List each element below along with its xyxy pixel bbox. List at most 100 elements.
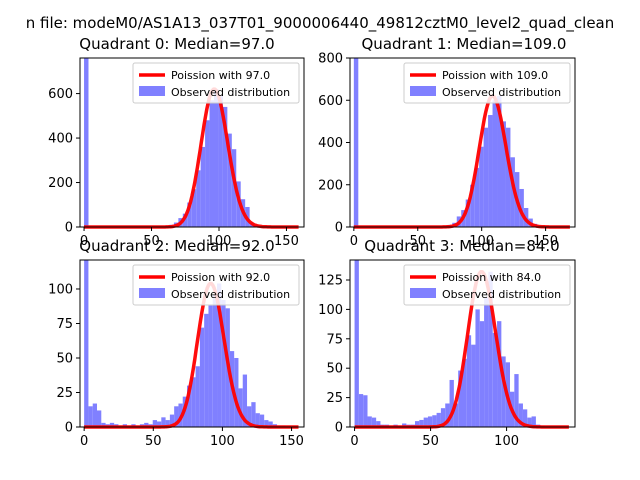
y-tick-label: 50 [56, 351, 73, 366]
histogram-bar [264, 420, 269, 427]
y-tick-label: 400 [48, 132, 73, 147]
x-tick-label: 100 [210, 434, 235, 449]
histogram-bar [259, 414, 265, 427]
histogram-bars [354, 260, 545, 427]
histogram-bar [187, 202, 192, 227]
histogram-bar [353, 58, 359, 227]
x-tick-label: 100 [207, 234, 232, 249]
histogram-bar [501, 121, 506, 227]
subplot-title: Quadrant 1: Median=109.0 [362, 35, 567, 53]
histogram-bar [458, 370, 463, 427]
histogram-bar [354, 260, 359, 427]
histogram-bar [471, 344, 476, 427]
x-tick-label: 150 [533, 234, 558, 249]
histogram-bar [213, 89, 219, 227]
histogram-bar [474, 167, 480, 227]
y-tick-label: 125 [318, 273, 343, 288]
legend-observed-swatch [410, 288, 436, 298]
legend-box [403, 264, 571, 306]
y-tick-label: 25 [326, 391, 343, 406]
y-tick-label: 0 [335, 221, 343, 236]
histogram-bar [204, 313, 209, 427]
y-tick-label: 25 [56, 386, 73, 401]
plot-frame [79, 57, 305, 228]
histogram-bar [268, 421, 273, 427]
histogram-bar [101, 422, 106, 427]
y-tick-label: 0 [65, 421, 73, 436]
histogram-bar [518, 403, 523, 427]
axis-ticks: 0 50 100 150 0 200 400 600 800 [318, 52, 558, 250]
x-tick-label: 50 [422, 434, 439, 449]
histogram-bar [227, 133, 232, 227]
histogram-bar [497, 96, 502, 228]
histogram-bar [217, 283, 222, 427]
poisson-curve [353, 94, 571, 229]
y-tick-label: 200 [48, 176, 73, 191]
legend: Poission with 109.0 Observed distributio… [403, 62, 571, 104]
histogram-bar [196, 170, 201, 227]
legend-box [132, 264, 300, 306]
histogram-bar [157, 421, 162, 427]
histogram-bar [92, 403, 98, 427]
histogram-bar [402, 423, 407, 427]
histogram-bar [488, 115, 493, 227]
histogram-bar [367, 416, 372, 427]
histogram-bar [109, 422, 115, 427]
histogram-bar [475, 309, 480, 427]
y-tick-label: 75 [326, 332, 343, 347]
histogram-bar [221, 300, 226, 427]
histogram-bar [363, 395, 368, 427]
subplot-quadrant-2: Quadrant 2: Median=92.0 0 50 100 150 0 25 50 75… [48, 237, 305, 449]
y-tick-label: 200 [318, 178, 343, 193]
figure-suptitle: n file: modeM0/AS1A13_037T01_9000006440_… [26, 14, 615, 33]
histogram-bar [97, 410, 102, 427]
histogram-bar [174, 406, 179, 427]
histogram-bar [470, 184, 475, 227]
histogram-bar [415, 421, 420, 427]
histogram-bar [492, 332, 498, 427]
legend: Poission with 92.0 Observed distribution [132, 264, 300, 306]
histogram-bar [187, 385, 192, 427]
x-tick-label: 0 [350, 234, 358, 249]
axis-ticks: 0 50 100 150 0 200 400 600 [48, 87, 299, 249]
histogram-bar [449, 379, 454, 427]
histogram-bar [514, 374, 519, 427]
legend-poisson-label: Poission with 109.0 [442, 69, 548, 82]
x-tick-label: 50 [145, 434, 162, 449]
histogram-bar [501, 356, 506, 427]
x-tick-label: 150 [279, 434, 304, 449]
y-tick-label: 600 [48, 87, 73, 102]
histogram-bar [255, 413, 260, 427]
legend-observed-label: Observed distribution [171, 86, 290, 99]
histogram-bar [191, 377, 196, 427]
subplot-title: Quadrant 2: Median=92.0 [79, 237, 274, 255]
y-tick-label: 800 [318, 52, 343, 67]
y-tick-label: 0 [335, 421, 343, 436]
histogram-bar [200, 146, 206, 227]
y-tick-label: 100 [318, 303, 343, 318]
histogram-bar [205, 120, 210, 227]
legend-observed-label: Observed distribution [171, 288, 290, 301]
histogram-bar [208, 305, 213, 427]
histogram-bar [144, 422, 149, 427]
histogram-bar [165, 420, 170, 427]
plot-frame [79, 259, 305, 428]
histogram-bar [531, 416, 536, 427]
legend-poisson-label: Poission with 84.0 [442, 271, 541, 284]
histogram-bar [199, 327, 205, 427]
subplot-quadrant-3: Quadrant 3: Median=84.0 0 50 100 0 25 50 75 100… [318, 237, 576, 449]
histogram-bar [231, 149, 237, 227]
y-tick-label: 0 [65, 221, 73, 236]
histogram-bar [238, 388, 243, 427]
histogram-bar [161, 417, 166, 427]
histogram-bar [88, 406, 93, 427]
histogram-bar [436, 412, 441, 427]
histogram-bar [440, 408, 446, 427]
legend-poisson-label: Poission with 97.0 [171, 69, 270, 82]
histogram-bar [445, 403, 450, 427]
x-tick-label: 0 [80, 234, 88, 249]
histogram-bar [251, 402, 256, 427]
histogram-bar [419, 419, 424, 427]
histogram-bar [371, 417, 377, 427]
histogram-bar [510, 157, 515, 227]
